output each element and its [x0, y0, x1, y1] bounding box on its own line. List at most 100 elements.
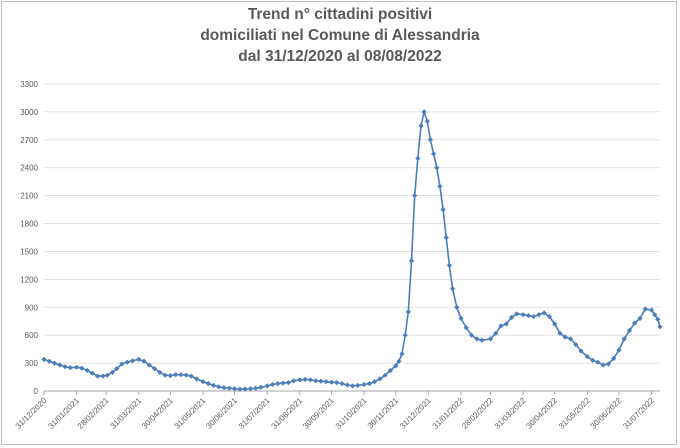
data-series [41, 109, 663, 392]
data-point-marker [611, 355, 617, 361]
data-point-marker [205, 381, 211, 387]
data-point-marker [514, 311, 520, 317]
data-point-marker [446, 262, 452, 268]
x-tick-label: 31/08/2021 [270, 396, 305, 431]
data-point-marker [162, 372, 168, 378]
y-tick-label: 300 [25, 359, 39, 368]
data-point-marker [431, 151, 437, 157]
data-point-marker [119, 361, 125, 367]
data-point-marker [463, 325, 469, 331]
y-tick-label: 1800 [20, 220, 38, 229]
chart-title: Trend n° cittadini positivi domiciliati … [0, 4, 680, 67]
x-tick-label: 28/02/2021 [76, 396, 111, 431]
x-tick-label: 31/07/2021 [237, 396, 272, 431]
data-point-marker [247, 386, 253, 392]
chart-title-line-2: domiciliati nel Comune di Alessandria [200, 27, 480, 44]
data-point-marker [637, 315, 643, 321]
data-point-marker [291, 378, 297, 384]
data-point-marker [657, 324, 663, 330]
x-tick-label: 28/02/2022 [460, 396, 495, 431]
data-point-marker [318, 378, 324, 384]
data-point-marker [552, 321, 558, 327]
data-point-marker [520, 312, 526, 318]
data-point-marker [402, 332, 408, 338]
data-point-marker [157, 369, 163, 375]
data-point-marker [479, 337, 485, 343]
data-point-marker [264, 383, 270, 389]
data-point-marker [152, 366, 158, 372]
x-tick-label: 30/09/2021 [301, 396, 336, 431]
data-point-marker [412, 193, 418, 199]
data-point-marker [297, 377, 303, 383]
data-point-marker [387, 367, 393, 374]
data-point-marker [67, 365, 73, 371]
data-point-marker [323, 379, 329, 385]
gridlines [44, 83, 660, 364]
y-tick-label: 0 [34, 387, 39, 396]
data-point-marker [109, 369, 115, 375]
x-tick-labels: 31/12/202031/01/202128/02/202131/03/2021… [14, 396, 657, 431]
axes [43, 390, 660, 395]
x-tick-label: 31/03/2022 [493, 396, 528, 431]
data-point-marker [487, 336, 494, 342]
data-point-marker [642, 306, 648, 312]
data-point-marker [41, 356, 47, 362]
data-point-marker [382, 372, 388, 378]
x-tick-label: 31/07/2022 [621, 396, 656, 431]
data-point-marker [468, 332, 475, 338]
data-point-marker [62, 364, 68, 370]
data-point-marker [141, 358, 147, 364]
x-tick-label: 31/05/2021 [173, 396, 208, 431]
data-point-marker [46, 358, 52, 364]
data-point-marker [437, 183, 443, 189]
x-tick-label: 31/12/2021 [398, 396, 433, 431]
data-point-marker [285, 380, 291, 386]
data-point-marker [307, 377, 313, 383]
y-tick-label: 2100 [20, 192, 38, 201]
data-point-marker [339, 381, 345, 387]
data-point-marker [536, 312, 542, 318]
y-tick-label: 3000 [20, 108, 38, 117]
data-point-marker [567, 336, 574, 342]
data-point-marker [440, 207, 446, 213]
data-point-marker [232, 386, 238, 392]
data-point-marker [408, 258, 415, 264]
data-point-marker [114, 366, 120, 372]
data-point-marker [503, 321, 509, 327]
x-tick-label: 30/04/2022 [524, 396, 559, 431]
data-point-marker [344, 382, 350, 388]
data-point-marker [349, 383, 356, 389]
data-point-marker [541, 310, 547, 316]
y-tick-labels: 0 300 600 900 1200 1500 1800 2100 2400 2700 3000 33… [20, 80, 38, 396]
data-point-marker [361, 381, 367, 388]
data-point-marker [652, 312, 658, 318]
data-point-marker [200, 379, 206, 385]
data-point-marker [415, 155, 421, 161]
data-point-marker [590, 357, 596, 363]
data-point-marker [443, 234, 449, 241]
x-tick-label: 31/03/2021 [109, 396, 144, 431]
data-point-marker [508, 314, 515, 321]
data-point-marker [421, 109, 427, 115]
chart-title-line-1: Trend n° cittadini positivi [247, 6, 433, 23]
data-point-marker [173, 372, 179, 378]
data-point-marker [79, 365, 85, 371]
data-point-marker [546, 314, 552, 320]
data-point-marker [573, 341, 579, 348]
data-point-marker [51, 360, 58, 366]
x-tick-label: 30/06/2021 [204, 396, 239, 431]
y-tick-label: 1200 [20, 275, 38, 284]
data-point-marker [632, 320, 638, 326]
data-point-marker [498, 323, 504, 329]
data-point-marker [242, 386, 248, 392]
data-point-marker [454, 304, 460, 310]
data-point-marker [399, 351, 405, 357]
data-point-marker [405, 309, 411, 315]
y-tick-label: 3300 [20, 80, 38, 89]
x-tick-label: 31/05/2022 [557, 396, 592, 431]
data-point-marker [328, 379, 335, 385]
data-point-marker [649, 307, 655, 313]
data-point-marker [427, 137, 433, 143]
data-point-marker [129, 358, 136, 364]
y-tick-label: 600 [25, 331, 39, 340]
